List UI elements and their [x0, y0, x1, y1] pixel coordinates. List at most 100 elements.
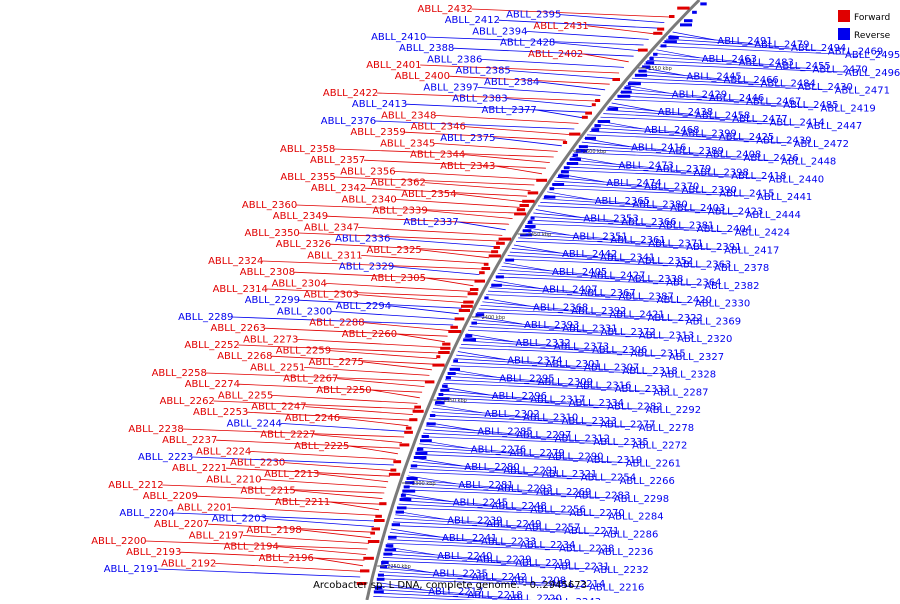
leader-line [428, 418, 637, 428]
gene-label: ABLL_2315 [631, 348, 686, 359]
gene-label: ABLL_2293 [497, 483, 552, 494]
leader-line [387, 539, 558, 548]
leader-line [471, 8, 670, 18]
gene-label: ABLL_2337 [403, 217, 458, 228]
gene-label: ABLL_2317 [530, 395, 585, 406]
leader-line [455, 193, 524, 203]
gene-label: ABLL_2285 [477, 427, 532, 438]
gene-label: ABLL_2215 [241, 486, 296, 497]
reverse-gene [552, 183, 565, 186]
gene-label: ABLL_2231 [554, 561, 609, 572]
gene-label: ABLL_2496 [845, 68, 900, 79]
strand-legend: Forward Reverse [838, 10, 891, 41]
leader-line [375, 585, 466, 595]
leader-line [424, 182, 531, 191]
leader-line [401, 493, 451, 502]
reverse-gene [607, 107, 619, 111]
gene-label: ABLL_2349 [273, 211, 328, 222]
gene-label: ABLL_2373 [554, 341, 609, 352]
leader-line [249, 451, 396, 460]
leader-line [411, 464, 541, 474]
leader-line [441, 386, 490, 396]
gene-label: ABLL_2291 [503, 466, 558, 477]
tick-label: 2500 kbp [583, 149, 607, 155]
forward-gene [479, 271, 485, 275]
gene-label: ABLL_2274 [185, 379, 240, 390]
leader-line [531, 216, 658, 225]
gene-label: ABLL_2368 [533, 302, 588, 313]
leader-line [388, 535, 519, 545]
gene-label: ABLL_2198 [246, 525, 301, 536]
reverse-gene [520, 233, 533, 237]
leader-line [329, 350, 438, 359]
leader-line [297, 339, 443, 348]
tick-label: 2300 kbp [412, 481, 436, 487]
reverse-gene [373, 590, 384, 594]
leader-line [518, 237, 685, 247]
reverse-gene [449, 367, 460, 371]
gene-label: ABLL_2228 [559, 544, 614, 555]
gene-label: ABLL_2193 [126, 547, 181, 558]
reverse-gene [684, 19, 693, 23]
forward-gene [454, 317, 465, 321]
forward-gene [612, 78, 620, 81]
leader-line [506, 98, 592, 107]
reverse-gene [416, 447, 424, 451]
leader-line [515, 241, 723, 250]
leader-line [443, 383, 652, 392]
leader-line [425, 425, 515, 435]
reverse-gene [440, 388, 450, 392]
gene-label: ABLL_2417 [724, 245, 779, 256]
forward-gene [585, 111, 592, 115]
gene-label: ABLL_2442 [562, 249, 617, 260]
gene-label: ABLL_2423 [708, 206, 763, 217]
leader-line [386, 542, 597, 552]
gene-label: ABLL_2313 [639, 331, 694, 342]
gene-label: ABLL_2220 [507, 593, 562, 600]
leader-line [325, 283, 471, 292]
reverse-gene [543, 195, 556, 199]
gene-label: ABLL_2229 [476, 554, 531, 565]
gene-label: ABLL_2430 [798, 82, 853, 93]
gene-label: ABLL_2273 [243, 334, 298, 345]
gene-label: ABLL_2333 [615, 384, 670, 395]
leader-line [173, 512, 376, 522]
gene-label: ABLL_2210 [206, 474, 261, 485]
leader-line [482, 301, 570, 311]
leader-line [647, 60, 811, 69]
gene-label: ABLL_2428 [500, 38, 555, 49]
leader-line [262, 260, 483, 270]
gene-label: ABLL_2311 [307, 250, 362, 261]
gene-label: ABLL_2350 [245, 228, 300, 239]
gene-label: ABLL_2494 [791, 43, 846, 54]
gene-label: ABLL_2290 [548, 451, 603, 462]
leader-line [398, 503, 568, 513]
gene-label: ABLL_2284 [608, 512, 663, 523]
leader-line [435, 400, 644, 410]
forward-gene [677, 6, 690, 10]
gene-label: ABLL_2369 [686, 316, 741, 327]
leader-line [486, 294, 693, 304]
leader-line [457, 221, 506, 231]
forward-gene [591, 103, 596, 107]
gene-label: ABLL_2412 [445, 15, 500, 26]
gene-label: ABLL_2395 [506, 10, 561, 21]
leader-line [225, 467, 391, 477]
leader-line [463, 154, 550, 163]
gene-label: ABLL_2426 [744, 153, 799, 164]
gene-label: ABLL_2385 [456, 66, 511, 77]
gene-label: ABLL_2424 [735, 228, 790, 239]
reverse-gene [585, 136, 596, 140]
reverse-gene [420, 439, 432, 443]
forward-gene [461, 304, 473, 308]
leader-line [600, 116, 805, 126]
forward-gene [458, 309, 470, 312]
reverse-gene [415, 451, 428, 455]
gene-label: ABLL_2347 [304, 222, 359, 233]
forward-gene [474, 279, 485, 283]
gene-label: ABLL_2419 [821, 104, 876, 115]
leader-line [513, 244, 561, 254]
leader-line [611, 102, 656, 112]
reverse-gene [381, 561, 389, 564]
leader-line [294, 490, 383, 499]
